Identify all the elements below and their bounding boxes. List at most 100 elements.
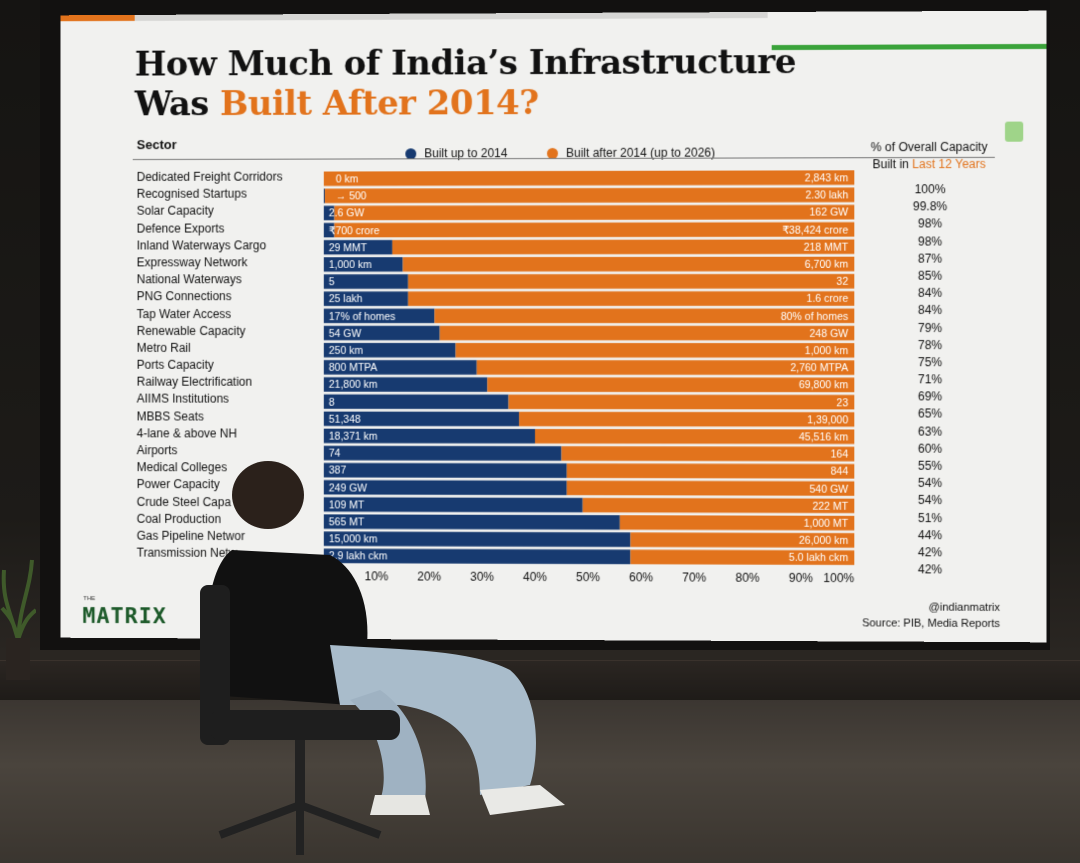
title-line-2-prefix: Was [135,84,220,124]
bar-label-before: 5 [329,277,335,288]
pct-value: 42% [894,561,967,579]
top-stripe-green [772,44,1047,50]
bar-after-2014 [324,170,854,186]
bar-after-2014 [456,343,855,358]
title-line-1: How Much of India’s Infrastructure [135,42,796,85]
bar-label-before: 8 [329,397,335,408]
bar-label-after: 26,000 km [799,536,849,547]
pct-value: 60% [894,440,967,457]
bar-label-before: 29 MMT [329,243,368,254]
logo-small-text: THE [83,596,95,602]
bar-after-2014 [561,446,854,461]
bar-label-after: 1,000 MT [804,519,849,530]
pct-value: 42% [894,544,967,562]
pct-value: 99.8% [894,198,967,215]
bar-label-after: 5.0 lakh ckm [789,553,849,564]
pct-value: 63% [894,423,967,440]
bar-label-after: 80% of homes [781,312,849,323]
bar-label-after: 248 GW [809,329,848,340]
legend-before-swatch [405,148,416,159]
title-accent: Built After 2014? [220,83,539,124]
bar-label-before: 21,800 km [329,380,378,391]
sector-header: Sector [137,137,177,152]
potted-plant [0,520,36,680]
pct-value: 84% [894,302,967,319]
bar-label-before: 54 GW [329,329,362,340]
bar-after-2014 [334,222,854,237]
pct-value: 65% [894,406,967,423]
bar-after-2014 [408,274,854,289]
pct-value: 87% [894,250,967,267]
sector-label: National Waterways [137,271,283,288]
bar-after-2014 [519,412,854,427]
bar-label-after: 222 MT [812,501,848,512]
sector-label: Renewable Capacity [137,323,283,340]
bar-label-after: 32 [836,277,848,288]
bar-label-after: 23 [836,398,848,409]
pct-value: 98% [894,216,967,233]
pct-value: 79% [894,319,967,336]
x-tick-label: 80% [735,570,760,584]
bar-after-2014 [392,239,854,254]
bar-after-2014 [403,257,854,272]
sector-label: Expressway Network [137,254,283,271]
pct-value: 69% [894,389,967,406]
bar-label-before: ₹700 crore [329,226,380,237]
bar-label-before: 800 MTPA [329,363,378,374]
bar-before-2014 [324,189,325,203]
legend-after-swatch [547,147,558,158]
sector-label: Railway Electrification [137,374,283,391]
bar-label-before: → 500 [336,192,367,203]
green-marker [1005,122,1023,142]
bar-label-after: 2.30 lakh [805,191,848,202]
bar-label-after: 2,843 km [805,173,849,184]
bar-label-after: 2,760 MTPA [790,363,848,374]
sector-label: PNG Connections [137,288,283,305]
sector-label: Defence Exports [137,220,283,237]
sector-label: AIIMS Institutions [137,391,283,408]
seated-person-silhouette [180,455,600,863]
bar-label-before: 0 km [336,174,359,185]
pct-value: 51% [894,509,967,526]
bar-label-after: 45,516 km [799,432,849,443]
pct-value: 84% [894,285,967,302]
bar-label-after: 1,000 km [805,346,849,357]
bar-after-2014 [509,395,855,410]
pct-header-line-2: Built in Last 12 Years [853,156,1005,173]
x-tick-label: 60% [629,570,653,584]
bar-label-after: 1,39,000 [807,415,848,426]
sector-label: Tap Water Access [137,306,283,323]
handle: @indianmatrix [929,602,1000,614]
bar-after-2014 [440,326,855,341]
bar-label-after: ₹38,424 crore [782,225,848,236]
bar-after-2014 [325,188,854,204]
bar-after-2014 [408,291,854,306]
bar-label-after: 69,800 km [799,381,849,392]
sector-label: MBBS Seats [137,408,283,425]
bar-after-2014 [567,463,855,478]
bar-label-before: 51,348 [329,414,361,425]
pct-header-prefix: Built in [872,157,912,171]
pct-value: 78% [894,337,967,354]
bar-after-2014 [334,205,854,220]
sector-label: Ports Capacity [137,357,283,374]
sector-label: Recognised Startups [137,186,283,203]
bar-label-after: 6,700 km [805,260,849,271]
pct-value: 85% [894,268,967,285]
bar-label-after: 540 GW [809,484,848,495]
pct-value: 44% [894,527,967,545]
x-tick-label: 90% [789,570,814,584]
sector-label: Dedicated Freight Corridors [137,169,283,186]
x-tick-label: 70% [682,570,706,584]
bar-label-after: 162 GW [809,208,848,219]
pct-value: 55% [894,458,967,475]
x-tick-label: 100% [823,571,854,585]
sector-label: Inland Waterways Cargo [137,237,283,254]
bar-label-before: 18,371 km [329,432,378,443]
top-stripe-orange [61,15,135,21]
sector-label: Metro Rail [137,340,283,357]
bar-label-before: 250 km [329,346,363,357]
bar-label-before: 2.6 GW [329,209,364,220]
bar-label-after: 164 [831,450,849,461]
